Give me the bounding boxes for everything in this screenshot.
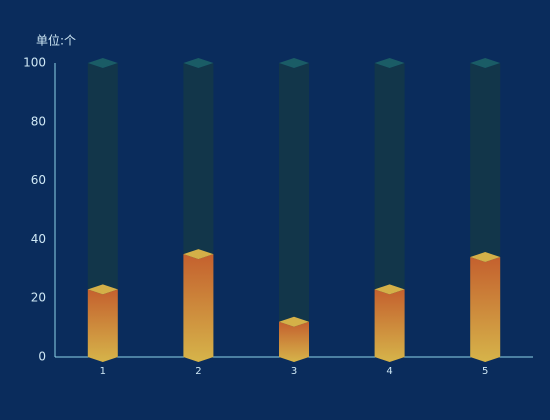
bar: [87, 289, 118, 362]
bar-background-cap: [183, 58, 214, 68]
y-tick-label: 100: [23, 56, 46, 70]
bar-background: [279, 63, 309, 362]
y-tick-label: 60: [31, 173, 46, 187]
bar: [183, 254, 214, 362]
bar-cap: [87, 284, 118, 295]
bar-background-cap: [374, 58, 405, 68]
bar: [279, 321, 309, 362]
y-tick-label: 40: [31, 232, 46, 246]
y-tick-label: 80: [31, 114, 46, 128]
bar-background-cap: [279, 58, 309, 68]
bar: [470, 257, 501, 362]
bar-cap: [374, 284, 405, 295]
bar-cap: [183, 249, 214, 260]
bar-cap: [279, 316, 309, 327]
y-axis-label: 单位:个: [36, 33, 76, 48]
bar: [374, 289, 405, 362]
bar-background-cap: [470, 58, 501, 68]
x-tick-label: 1: [100, 366, 106, 377]
y-tick-label: 20: [31, 291, 46, 305]
bar-background-cap: [87, 58, 118, 68]
bar-cap: [470, 252, 501, 263]
x-tick-label: 5: [482, 366, 488, 377]
x-tick-label: 3: [291, 366, 297, 377]
y-tick-label: 0: [38, 350, 46, 364]
x-tick-label: 4: [386, 366, 392, 377]
x-tick-label: 2: [195, 366, 201, 377]
